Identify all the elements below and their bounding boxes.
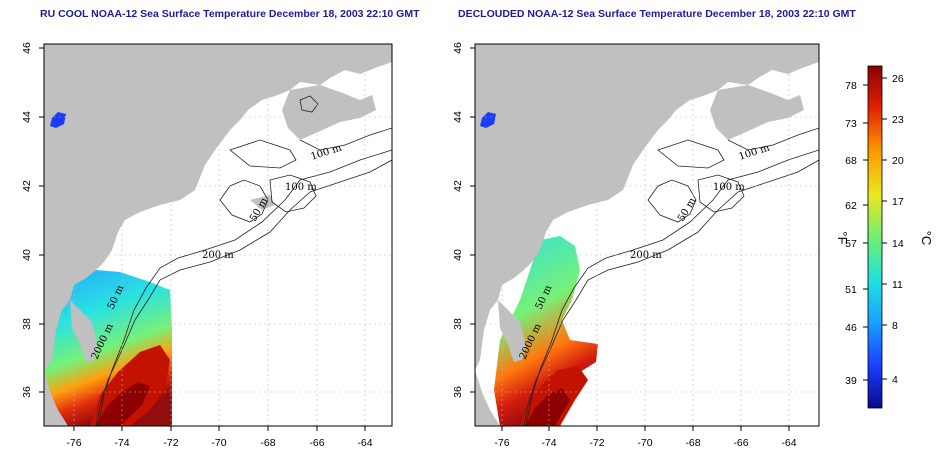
lon-tick-label: -66 — [733, 437, 748, 449]
lat-tick-label: 46 — [21, 42, 33, 54]
colorbar-f-labels: 78 73 68 62 57 51 46 39 — [845, 80, 857, 387]
celsius-tick-label: 17 — [892, 196, 904, 208]
fahrenheit-tick-label: 62 — [845, 200, 857, 212]
contour-label-100m-b: 100 m — [713, 182, 745, 193]
lat-tick-label: 40 — [21, 249, 33, 261]
lake-ontario-sst — [50, 112, 66, 128]
graticule — [475, 44, 819, 426]
lon-tick-label: -72 — [163, 437, 178, 449]
fahrenheit-unit-label: °F — [835, 231, 850, 244]
contour-label-200m: 200 m — [630, 250, 662, 261]
lake-ontario-sst — [480, 112, 496, 128]
fahrenheit-tick-label: 57 — [845, 238, 857, 250]
sst-field — [494, 236, 598, 426]
colorbar-c-labels: 26 23 20 17 14 11 8 4 — [892, 73, 904, 386]
celsius-tick-label: 4 — [892, 374, 898, 386]
lat-tick-label: 46 — [452, 42, 464, 54]
lon-tick-labels: -76 -74 -72 -70 -68 -66 -64 — [66, 437, 372, 449]
lon-tick-labels: -76 -74 -72 -70 -68 -66 -64 — [494, 437, 796, 449]
lat-tick-label: 44 — [21, 111, 33, 123]
contour-label-100m-b: 100 m — [285, 182, 317, 193]
celsius-tick-label: 14 — [892, 238, 904, 250]
lat-axis — [470, 47, 475, 393]
lat-tick-label: 44 — [452, 111, 464, 123]
lon-tick-label: -76 — [494, 437, 509, 449]
lon-tick-label: -70 — [637, 437, 652, 449]
bathymetry-contours — [523, 127, 819, 426]
colorbar: 78 73 68 62 57 51 46 39 26 23 20 17 14 1… — [835, 65, 934, 409]
lon-tick-label: -70 — [211, 437, 226, 449]
lat-tick-labels: 46 44 42 40 38 36 — [452, 42, 464, 398]
celsius-unit-label: °C — [919, 231, 934, 246]
contour-label-200m: 200 m — [202, 250, 234, 261]
land-mass — [475, 44, 819, 426]
celsius-tick-label: 26 — [892, 73, 904, 85]
right-panel-title: DECLOUDED NOAA-12 Sea Surface Temperatur… — [458, 8, 856, 20]
lon-tick-label: -74 — [541, 437, 556, 449]
lat-tick-label: 38 — [21, 318, 33, 330]
map-frame — [474, 43, 820, 427]
fahrenheit-tick-label: 73 — [845, 118, 857, 130]
lon-tick-label: -74 — [114, 437, 129, 449]
lon-tick-label: -76 — [66, 437, 81, 449]
lat-tick-label: 36 — [21, 386, 33, 398]
fahrenheit-tick-label: 46 — [845, 322, 857, 334]
colorbar-c-ticks — [882, 77, 887, 380]
lon-tick-label: -72 — [589, 437, 604, 449]
lon-tick-label: -68 — [260, 437, 275, 449]
lon-tick-label: -64 — [781, 437, 796, 449]
lon-tick-label: -66 — [309, 437, 324, 449]
lon-tick-label: -64 — [357, 437, 372, 449]
lon-tick-label: -68 — [685, 437, 700, 449]
celsius-tick-label: 23 — [892, 114, 904, 126]
fahrenheit-tick-label: 78 — [845, 80, 857, 92]
land-mass — [44, 44, 392, 426]
colorbar-f-ticks — [863, 84, 868, 381]
fahrenheit-tick-label: 39 — [845, 375, 857, 387]
lon-axis — [501, 426, 790, 431]
lat-tick-label: 42 — [452, 180, 464, 192]
fahrenheit-tick-label: 51 — [845, 284, 857, 296]
celsius-tick-label: 8 — [892, 320, 898, 332]
lat-tick-label: 36 — [452, 386, 464, 398]
left-map-panel: 100 m 100 m 50 m 200 m 50 m 2000 m -76 -… — [21, 42, 393, 449]
bathymetry-contours — [95, 95, 392, 426]
lon-axis — [73, 426, 366, 431]
lat-tick-label: 38 — [452, 318, 464, 330]
left-panel-title: RU COOL NOAA-12 Sea Surface Temperature … — [40, 8, 420, 20]
graticule — [44, 44, 392, 426]
map-frame — [43, 43, 393, 427]
lat-tick-label: 42 — [21, 180, 33, 192]
right-map-panel: 100 m 100 m 50 m 200 m 50 m 2000 m -76 -… — [452, 42, 820, 449]
celsius-tick-label: 11 — [892, 279, 903, 291]
colorbar-gradient — [867, 65, 883, 409]
celsius-tick-label: 20 — [892, 155, 904, 167]
lat-tick-labels: 46 44 42 40 38 36 — [21, 42, 33, 398]
fahrenheit-tick-label: 68 — [845, 155, 857, 167]
lat-tick-label: 40 — [452, 249, 464, 261]
lat-axis — [39, 47, 44, 393]
